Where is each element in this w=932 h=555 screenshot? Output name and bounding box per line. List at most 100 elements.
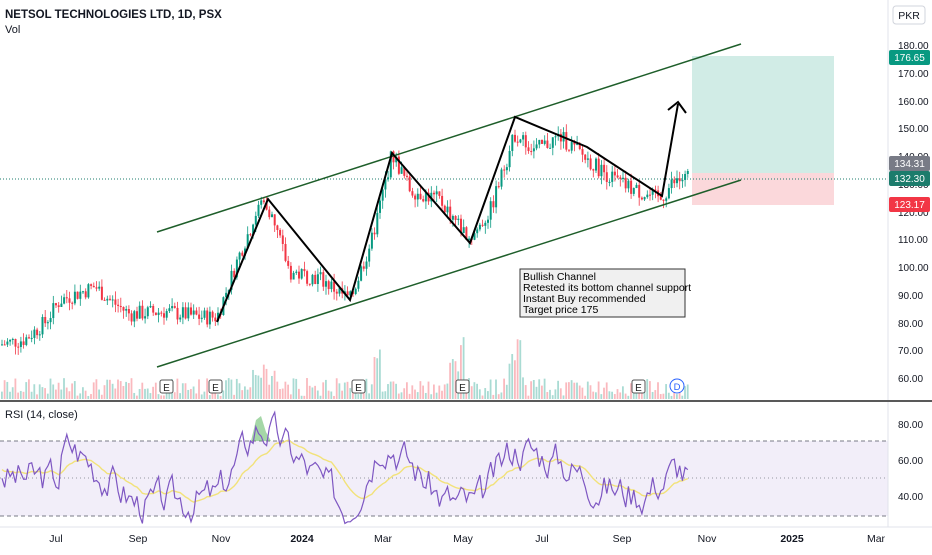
volume-bar	[487, 391, 489, 399]
rsi-tick: 40.00	[898, 492, 923, 503]
volume-bar	[549, 389, 551, 399]
candle-body	[211, 311, 214, 318]
volume-bar	[343, 382, 346, 399]
time-label: 2025	[780, 533, 804, 545]
candle-body	[157, 312, 160, 315]
volume-bar	[163, 395, 165, 399]
symbol-title[interactable]: NETSOL TECHNOLOGIES LTD, 1D, PSX	[5, 9, 222, 21]
volume-bar	[676, 394, 678, 399]
volume-bar	[430, 394, 433, 399]
event-marker-e3[interactable]: E	[351, 379, 366, 394]
volume-bar	[570, 380, 573, 399]
target-price-badge[interactable]: 176.65	[889, 50, 930, 65]
candle-body	[578, 143, 581, 150]
candle-body	[365, 261, 368, 269]
candle-body	[481, 224, 484, 226]
volume-bar	[217, 394, 219, 399]
candle-body	[198, 314, 201, 319]
volume-bar	[200, 394, 203, 399]
volume-bar	[562, 395, 565, 399]
volume-bar	[600, 394, 603, 399]
event-marker-e5[interactable]: E	[631, 379, 646, 394]
volume-bar	[416, 392, 419, 399]
event-marker-e1[interactable]: E	[159, 379, 174, 394]
volume-bar	[14, 378, 17, 399]
volume-bar	[68, 391, 71, 399]
candle-body	[230, 270, 233, 290]
candle-body	[103, 299, 106, 301]
volume-bar	[449, 362, 451, 399]
channel-lower-line[interactable]	[156, 179, 742, 368]
candle-body	[208, 311, 211, 325]
annotation-box[interactable]: Bullish Channel Retested its bottom chan…	[519, 268, 691, 318]
candle-body	[595, 158, 597, 171]
candle-body	[254, 215, 257, 225]
candle-body	[559, 133, 562, 142]
candle-body	[524, 135, 527, 148]
volume-bar	[119, 381, 122, 399]
currency-badge[interactable]: PKR	[892, 5, 926, 25]
candle-body	[611, 171, 614, 182]
candle-body	[276, 225, 279, 230]
time-label: Mar	[867, 533, 886, 545]
candle-body	[357, 280, 360, 289]
candle-body	[11, 338, 14, 340]
rsi-label[interactable]: RSI (14, close)	[5, 409, 78, 421]
candle-body	[460, 218, 462, 234]
volume-bar	[433, 384, 435, 399]
volume-bar	[173, 392, 176, 399]
volume-bar	[530, 381, 532, 399]
candle-body	[122, 307, 125, 311]
volume-bar	[573, 382, 576, 399]
candle-body	[87, 284, 90, 298]
candle-body	[349, 291, 352, 296]
zigzag-line[interactable]	[216, 103, 679, 323]
volume-bar	[190, 388, 192, 399]
volume-bar	[36, 394, 38, 399]
candle-body	[141, 305, 144, 319]
volume-bar	[619, 392, 622, 399]
volume-bar	[365, 378, 368, 399]
event-marker-dividend[interactable]: D	[669, 378, 685, 394]
rsi-line[interactable]	[1, 410, 689, 525]
candle-body	[492, 201, 495, 208]
volume-bar	[435, 392, 438, 399]
candle-body	[214, 317, 217, 322]
loss-zone[interactable]	[692, 173, 834, 205]
candle-body	[576, 143, 579, 145]
candle-body	[25, 337, 28, 345]
last-price-badge[interactable]: 132.30	[889, 171, 930, 186]
candle-body	[308, 283, 311, 285]
candle-body	[451, 215, 454, 220]
volume-bar	[524, 385, 527, 399]
candle-body	[546, 140, 549, 148]
time-axis[interactable]: Jul Sep Nov 2024 Mar May Jul Sep Nov 202…	[49, 533, 885, 545]
time-label: Mar	[374, 533, 393, 545]
volume-bar	[681, 395, 684, 399]
candle-body	[98, 286, 101, 289]
volume-bar	[597, 381, 600, 399]
annotation-line-1: Bullish Channel	[523, 271, 596, 283]
candle-body	[684, 173, 687, 180]
candle-body	[292, 272, 295, 280]
candle-body	[603, 164, 606, 173]
profit-zone[interactable]	[692, 56, 834, 173]
entry-price-text: 134.31	[894, 159, 925, 170]
rsi-ma-line[interactable]	[1, 439, 689, 503]
candle-body	[295, 271, 298, 273]
time-label: Nov	[698, 533, 717, 545]
candle-body	[149, 305, 152, 308]
volume-bar	[233, 394, 235, 399]
volume-bar	[603, 387, 605, 399]
entry-price-badge[interactable]: 134.31	[889, 156, 930, 171]
candle-body	[549, 147, 552, 149]
time-label: Jul	[49, 533, 62, 545]
event-marker-e4[interactable]: E	[455, 379, 470, 394]
volume-bar	[295, 378, 298, 399]
stop-price-badge[interactable]: 123.17	[889, 197, 930, 212]
event-marker-e2[interactable]: E	[208, 379, 223, 394]
channel-upper-line[interactable]	[156, 43, 742, 233]
candle-body	[260, 200, 263, 205]
